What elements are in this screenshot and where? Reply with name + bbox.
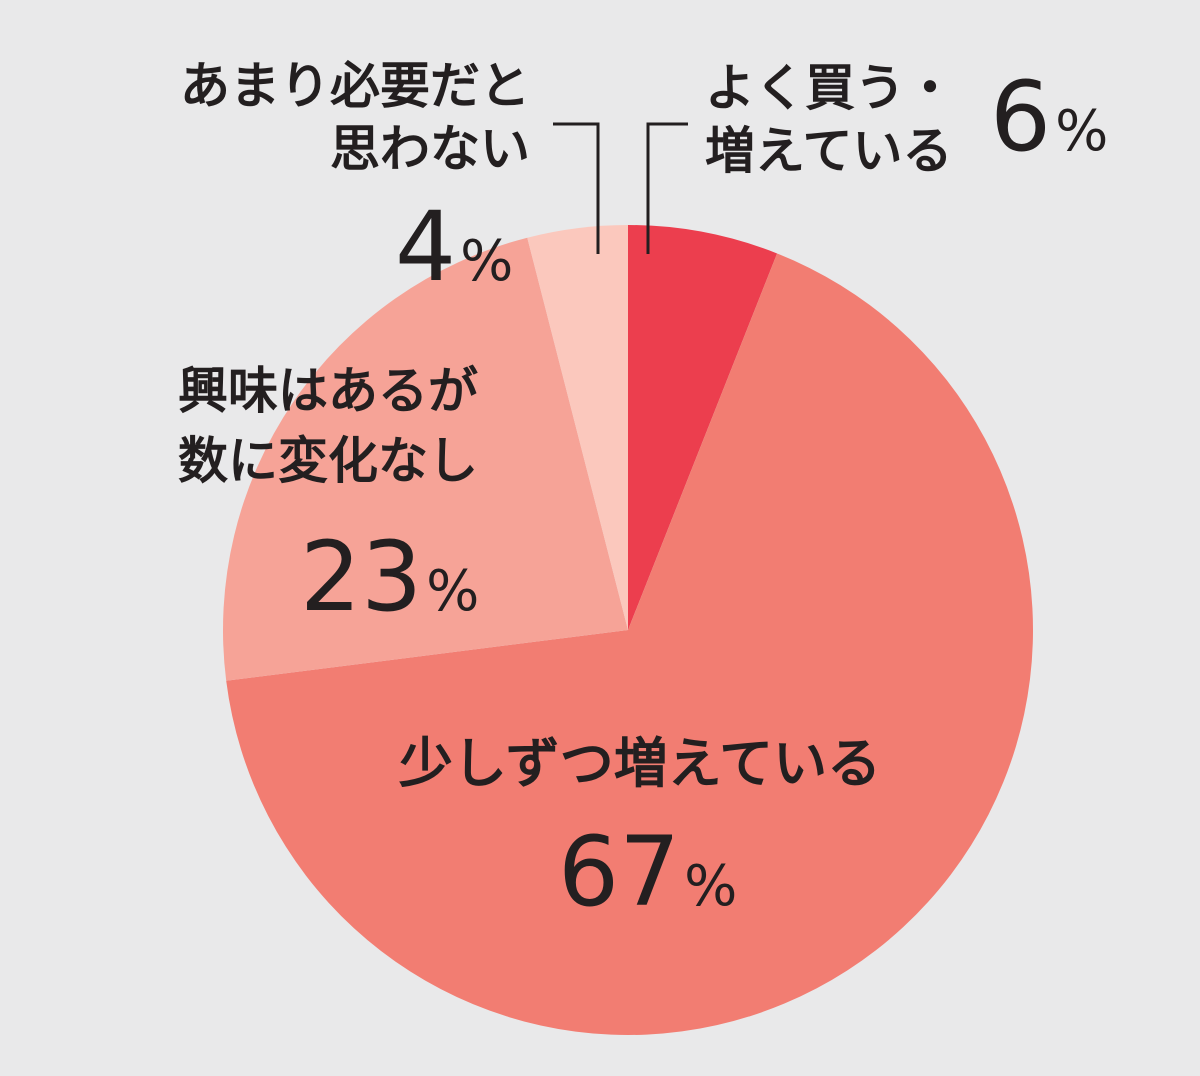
pie-slice-2 xyxy=(222,237,628,681)
slice-label-line: あまり必要だと xyxy=(180,57,530,115)
slice-value-unit: % xyxy=(1055,99,1108,164)
slice-value-unit: % xyxy=(426,559,479,624)
slice-value-number: 23 xyxy=(300,521,422,633)
slice-value: 23% xyxy=(300,521,479,633)
slice-value-number: 67 xyxy=(558,816,680,928)
leader-line-slice-3 xyxy=(553,122,600,254)
slice-value-unit: % xyxy=(684,854,737,919)
slice-value-number: 4 xyxy=(395,191,456,303)
pie-slice-3 xyxy=(527,225,628,630)
slice-label-line: 数に変化なし xyxy=(178,432,478,490)
pie-slice-0 xyxy=(628,225,778,630)
slice-value-number: 6 xyxy=(990,61,1051,173)
leader-line-slice-0 xyxy=(646,122,688,254)
slice-value: 4% xyxy=(395,191,513,303)
slice-label-line: 増えている xyxy=(705,122,953,180)
slice-label-line: よく買う・ xyxy=(705,59,955,117)
slice-label-line: 思わない xyxy=(330,120,530,178)
pie-slice-1 xyxy=(226,253,1033,1035)
slice-value-unit: % xyxy=(460,229,513,294)
slice-label-line: 少しずつ増えている xyxy=(399,732,881,795)
slice-value: 6% xyxy=(990,61,1108,173)
slice-value: 67% xyxy=(558,816,737,928)
pie-slices xyxy=(222,225,1033,1035)
slice-label-line: 興味はあるが xyxy=(178,362,478,420)
